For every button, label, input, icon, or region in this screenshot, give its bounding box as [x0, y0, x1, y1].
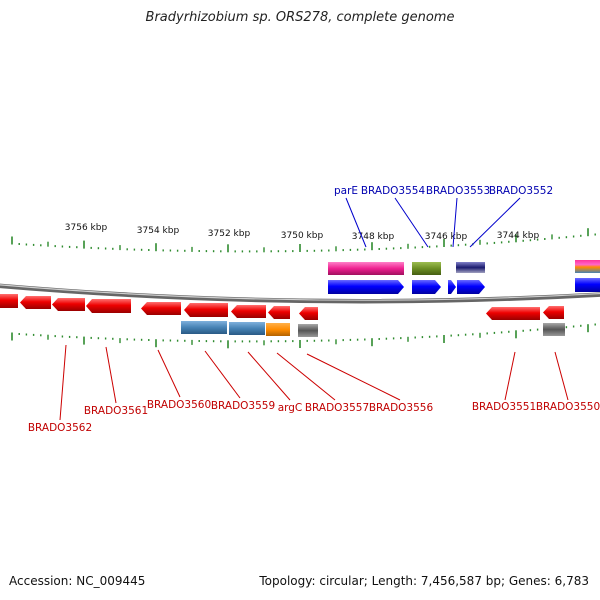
gene-label-brado3557[interactable]: BRADO3557 — [305, 402, 369, 414]
gene-feature-navy[interactable] — [456, 262, 485, 273]
gene-label-brado3562[interactable]: BRADO3562 — [28, 422, 92, 434]
scale-label: 3752 kbp — [208, 229, 251, 239]
scale-ticks-bottom — [11, 323, 596, 349]
scale-label: 3746 kbp — [425, 232, 468, 242]
gene-arrow-forward[interactable] — [575, 278, 600, 292]
gene-arrow-reverse[interactable] — [486, 307, 540, 320]
gene-feature-grey[interactable] — [543, 323, 565, 336]
gene-arrow-reverse[interactable] — [184, 303, 228, 317]
gene-label-argc[interactable]: argC — [278, 402, 303, 414]
gene-arrow-forward[interactable] — [448, 280, 456, 294]
genome-backbone — [0, 283, 600, 304]
gene-label-brado3560[interactable]: BRADO3560 — [147, 399, 211, 411]
gene-label-brado3553[interactable]: BRADO3553 — [426, 185, 490, 197]
label-leaders-top — [345, 197, 521, 248]
gene-arrow-reverse[interactable] — [52, 298, 85, 311]
accession-text: Accession: NC_009445 — [9, 574, 146, 588]
gene-label-brado3551[interactable]: BRADO3551 — [472, 401, 536, 413]
gene-arrow-reverse[interactable] — [299, 307, 318, 320]
gene-arrow-reverse[interactable] — [231, 305, 266, 318]
gene-arrow-reverse[interactable] — [141, 302, 181, 315]
gene-feature-multicolor[interactable] — [575, 260, 600, 273]
map-title: Bradyrhizobium sp. ORS278, complete geno… — [145, 10, 455, 25]
gene-label-brado3552[interactable]: BRADO3552 — [489, 185, 553, 197]
gene-label-brado3559[interactable]: BRADO3559 — [211, 400, 275, 412]
gene-feature-grey[interactable] — [298, 324, 318, 337]
scale-label: 3744 kbp — [497, 231, 540, 241]
gene-label-brado3556[interactable]: BRADO3556 — [369, 402, 434, 414]
gene-feature-orange[interactable] — [266, 323, 290, 336]
scale-label: 3756 kbp — [65, 223, 108, 233]
gene-arrow-forward[interactable] — [412, 280, 441, 294]
gene-label-pare[interactable]: parE — [334, 185, 358, 197]
gene-arrow-forward[interactable] — [328, 280, 404, 294]
scale-ticks-top — [11, 228, 596, 253]
forward-strand-features — [328, 260, 600, 294]
scale-label: 3754 kbp — [137, 226, 180, 236]
gene-label-brado3554[interactable]: BRADO3554 — [361, 185, 426, 197]
gene-feature-steelblue[interactable] — [229, 322, 265, 335]
label-leaders-bottom — [59, 344, 569, 421]
gene-feature-pink[interactable] — [328, 262, 404, 275]
scale-label: 3750 kbp — [281, 231, 324, 241]
scale-label: 3748 kbp — [352, 232, 395, 242]
gene-arrow-reverse[interactable] — [0, 294, 18, 308]
gene-arrow-reverse[interactable] — [20, 296, 51, 309]
gene-label-brado3550[interactable]: BRADO3550 — [536, 401, 600, 413]
gene-feature-steelblue[interactable] — [181, 321, 227, 334]
gene-arrow-reverse[interactable] — [268, 306, 290, 319]
gene-arrow-reverse[interactable] — [86, 299, 131, 313]
gene-arrow-reverse[interactable] — [543, 306, 564, 319]
gene-arrow-forward[interactable] — [457, 280, 485, 294]
topology-text: Topology: circular; Length: 7,456,587 bp… — [259, 574, 589, 588]
gene-feature-olive[interactable] — [412, 262, 441, 275]
reverse-strand-features — [0, 294, 565, 337]
gene-label-brado3561[interactable]: BRADO3561 — [84, 405, 148, 417]
